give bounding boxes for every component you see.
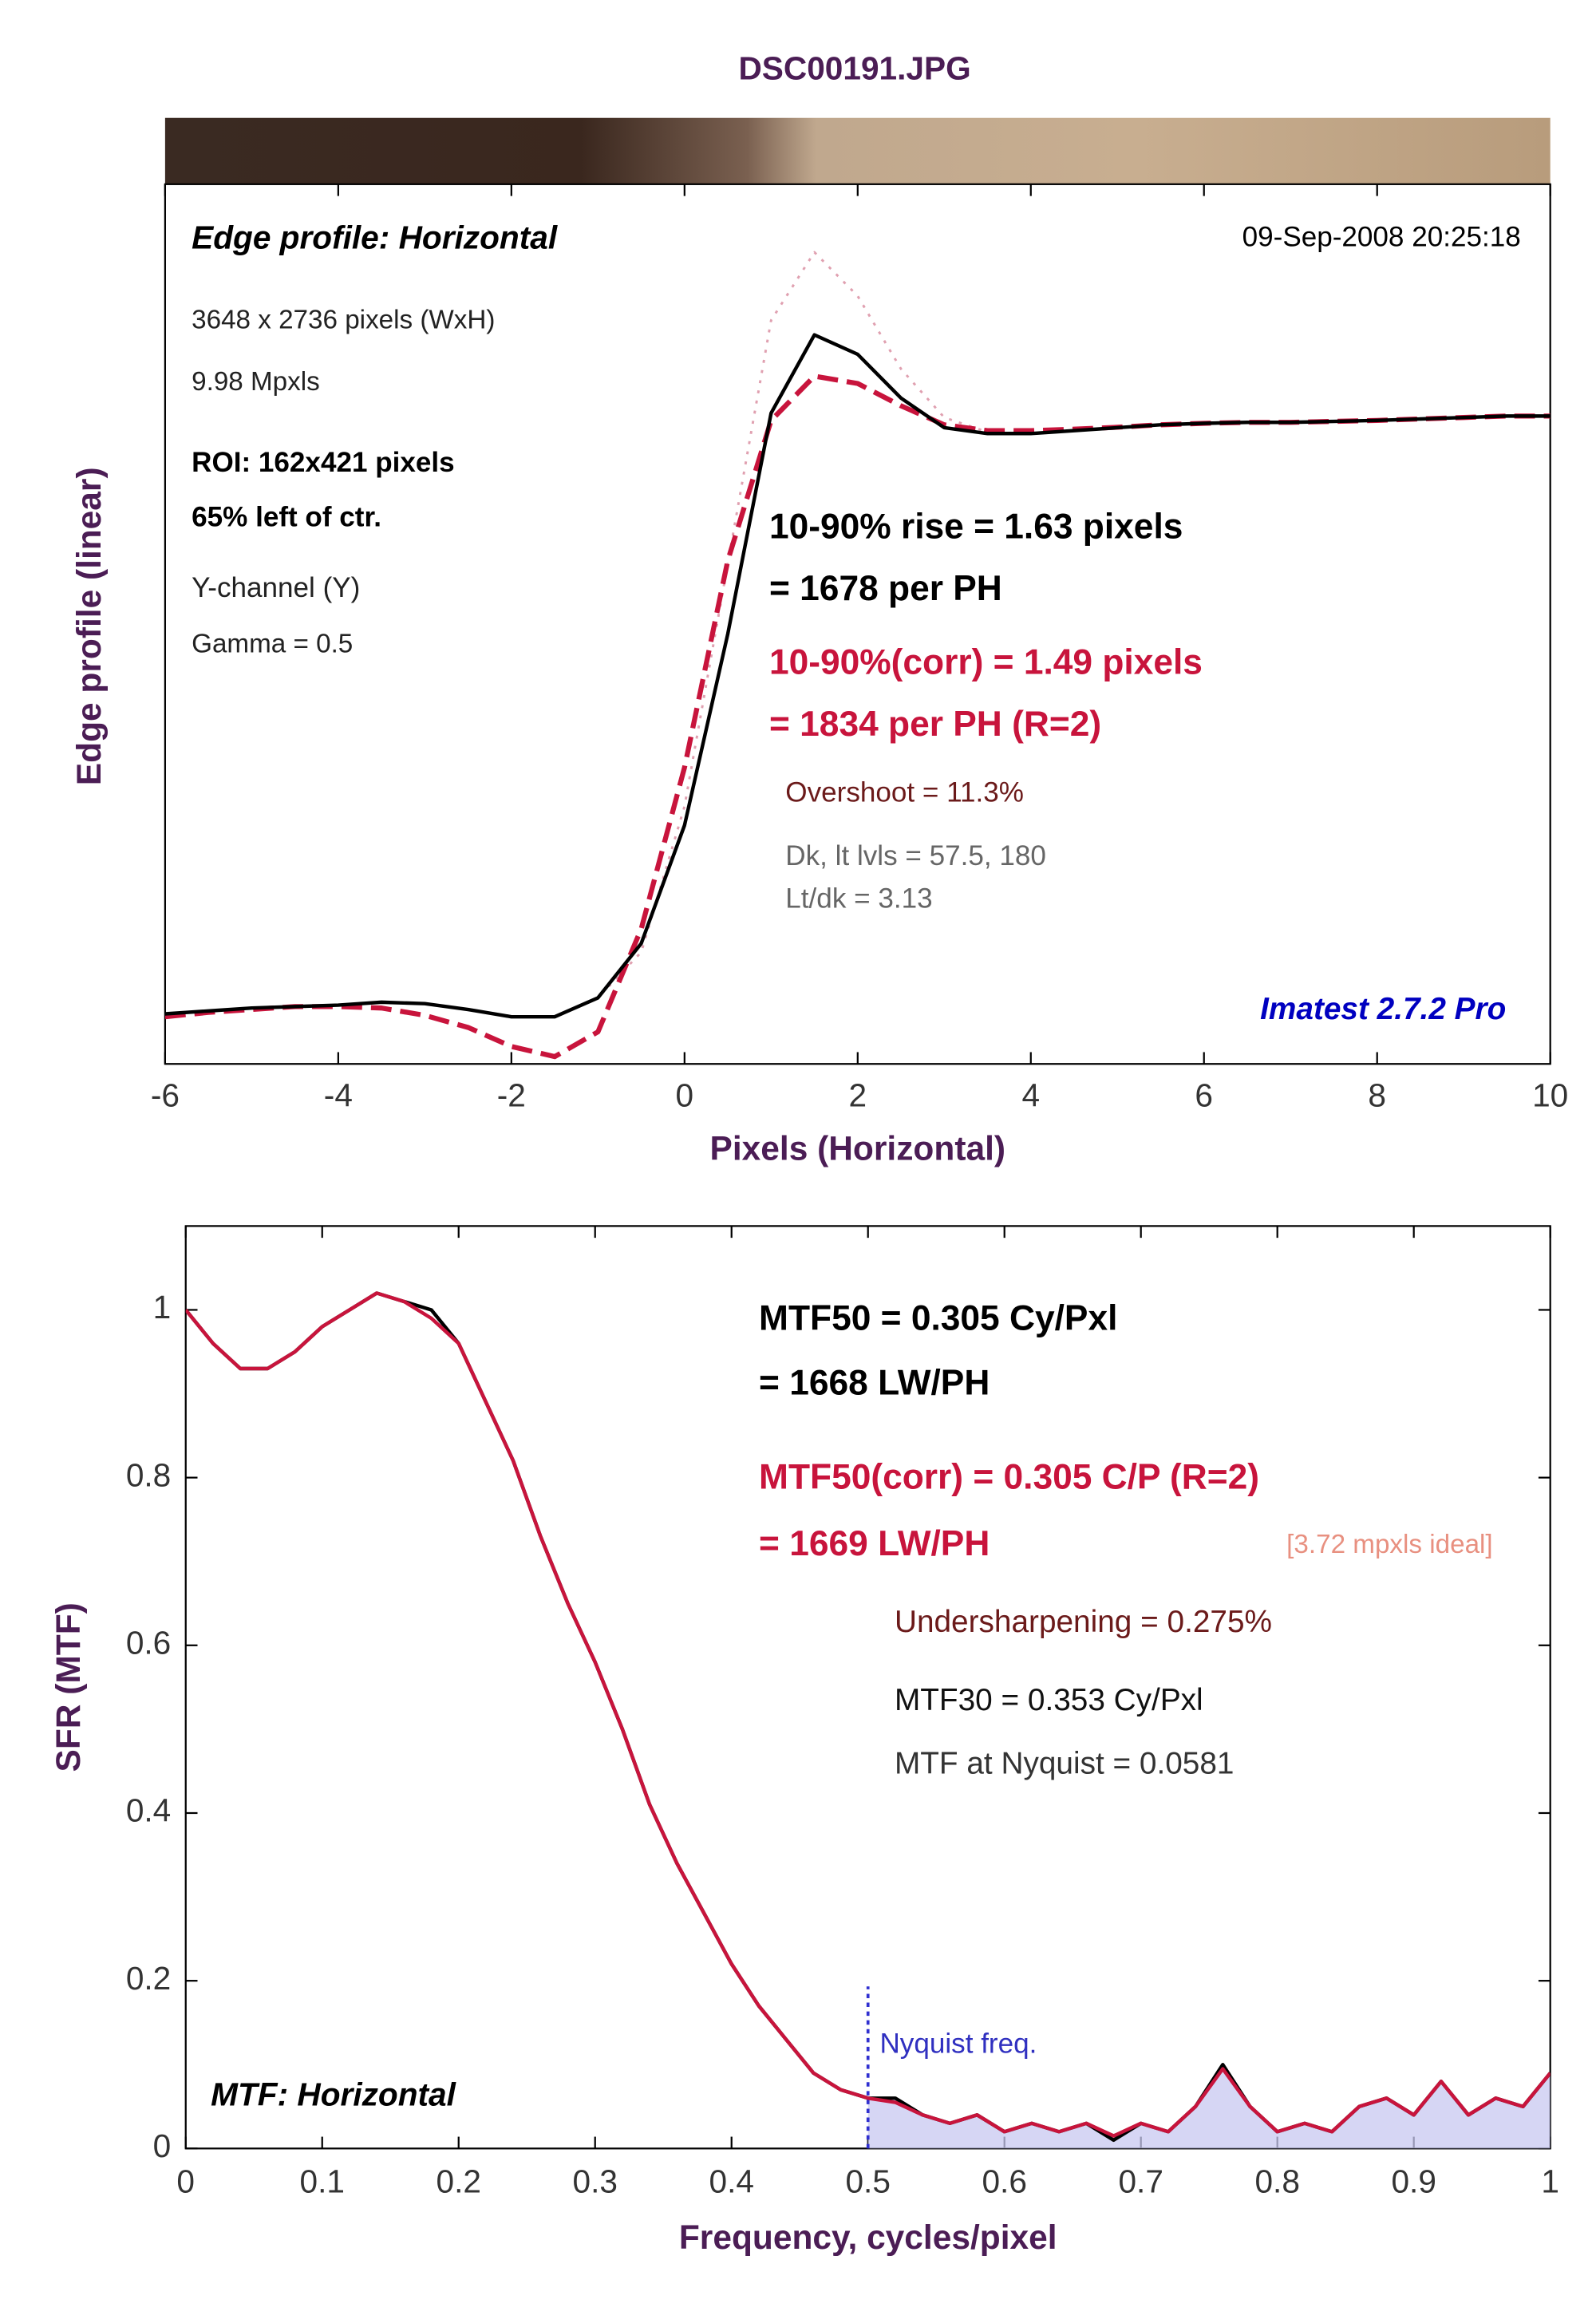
annotation: Edge profile: Horizontal (192, 219, 558, 256)
x-axis-label: Pixels (Horizontal) (710, 1129, 1005, 1167)
series-line (185, 1291, 1551, 2138)
x-tick-label: 10 (1532, 1077, 1568, 1113)
annotation: Y-channel (Y) (192, 572, 360, 603)
annotation: MTF30 = 0.353 Cy/Pxl (895, 1683, 1203, 1717)
y-tick-label: 1 (153, 1289, 172, 1325)
y-tick-label: 0.2 (126, 1960, 171, 1997)
plot-area (164, 183, 1551, 1065)
annotation: 10-90% rise = 1.63 pixels (769, 508, 1183, 547)
annotation: 3648 x 2736 pixels (WxH) (192, 305, 495, 334)
annotation: MTF50 = 0.305 Cy/Pxl (759, 1298, 1117, 1337)
annotation: Undersharpening = 0.275% (895, 1605, 1272, 1639)
x-tick-label: 0 (176, 2163, 195, 2199)
series-line (164, 333, 1551, 1019)
x-tick-label: 6 (1195, 1077, 1213, 1113)
x-tick-label: 8 (1368, 1077, 1386, 1113)
x-tick-label: 0.1 (300, 2163, 345, 2199)
annotation: Imatest 2.7.2 Pro (1260, 992, 1506, 1026)
y-tick-label: 0.6 (126, 1625, 171, 1661)
plot-layer (164, 251, 1551, 1060)
x-tick-label: 0.9 (1391, 2163, 1436, 2199)
nyquist-area (867, 2064, 1551, 2149)
x-tick-label: 0.4 (709, 2163, 753, 2199)
y-tick-label: 0.8 (126, 1456, 171, 1493)
annotation: Dk, lt lvls = 57.5, 180 (785, 840, 1046, 871)
x-tick-label: 0.3 (572, 2163, 617, 2199)
annotation: MTF50(corr) = 0.305 C/P (R=2) (759, 1458, 1259, 1497)
x-tick-label: 1 (1541, 2163, 1559, 2199)
x-tick-label: 0.8 (1254, 2163, 1299, 2199)
annotation: = 1668 LW/PH (759, 1364, 990, 1403)
annotation: Gamma = 0.5 (192, 630, 353, 659)
x-tick-label: 0.2 (437, 2163, 481, 2199)
annotation: 65% left of ctr. (192, 501, 381, 532)
tone-bar (164, 117, 1551, 184)
annotation: Lt/dk = 3.13 (785, 883, 932, 915)
y-axis-label: Edge profile (linear) (70, 467, 108, 785)
annotation: Overshoot = 11.3% (785, 777, 1024, 808)
plot-layer (185, 1291, 1551, 2149)
annotation: = 1678 per PH (769, 569, 1002, 608)
x-tick-label: 0.6 (982, 2163, 1026, 2199)
annotation: 10-90%(corr) = 1.49 pixels (769, 643, 1203, 682)
annotation: ROI: 162x421 pixels (192, 447, 455, 478)
annotation: 09-Sep-2008 20:25:18 (1242, 221, 1521, 252)
annotation: = 1669 LW/PH (759, 1524, 990, 1563)
x-tick-label: -6 (151, 1077, 180, 1113)
x-axis-label: Frequency, cycles/pixel (679, 2218, 1057, 2256)
x-tick-label: 0 (676, 1077, 694, 1113)
annotation: = 1834 per PH (R=2) (769, 705, 1101, 744)
x-tick-label: 0.7 (1118, 2163, 1163, 2199)
y-tick-label: 0 (153, 2127, 172, 2164)
x-tick-label: -4 (324, 1077, 353, 1113)
annotation: [3.72 mpxls ideal] (1286, 1530, 1493, 1559)
y-tick-label: 0.4 (126, 1792, 171, 1829)
x-tick-label: 4 (1021, 1077, 1040, 1113)
x-tick-label: 2 (848, 1077, 867, 1113)
y-axis-label: SFR (MTF) (49, 1602, 87, 1772)
page-title: DSC00191.JPG (738, 49, 970, 86)
annotation: MTF: Horizontal (211, 2076, 456, 2112)
annotation: 9.98 Mpxls (192, 367, 320, 397)
x-tick-label: 0.5 (845, 2163, 890, 2199)
x-tick-label: -2 (497, 1077, 526, 1113)
annotation: MTF at Nyquist = 0.0581 (895, 1746, 1235, 1780)
nyquist-label: Nyquist freq. (879, 2028, 1037, 2059)
